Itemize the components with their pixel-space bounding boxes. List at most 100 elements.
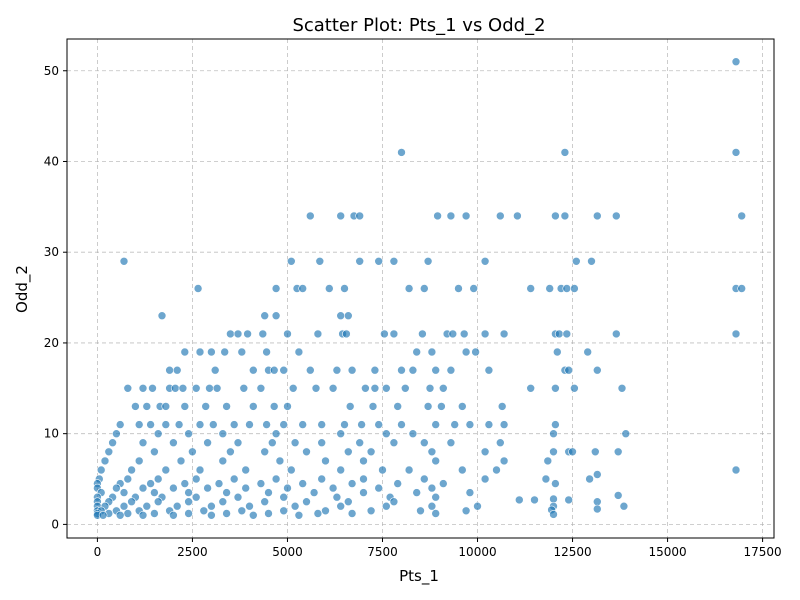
data-point	[611, 329, 621, 339]
data-point	[172, 365, 182, 375]
data-point	[459, 329, 469, 339]
data-point	[381, 501, 391, 511]
data-point	[264, 509, 273, 518]
data-point	[309, 488, 319, 497]
data-point	[404, 284, 414, 293]
y-tick-label: 50	[44, 64, 59, 78]
data-point	[193, 284, 203, 293]
data-point	[321, 506, 330, 516]
data-point	[419, 284, 429, 293]
data-point	[526, 284, 536, 293]
data-point	[138, 483, 148, 493]
data-point	[412, 347, 422, 357]
x-tick-label: 2500	[177, 545, 208, 559]
data-point	[290, 501, 300, 511]
data-point	[562, 329, 572, 339]
data-point	[184, 429, 193, 439]
data-point	[448, 329, 458, 339]
data-point	[461, 347, 471, 357]
data-point	[408, 365, 418, 375]
data-point	[343, 497, 353, 507]
data-point	[366, 506, 376, 516]
data-point	[381, 429, 391, 439]
data-point	[737, 284, 747, 293]
data-point	[294, 347, 304, 357]
data-point	[324, 284, 334, 293]
data-point	[169, 438, 178, 448]
data-point	[203, 438, 212, 448]
data-point	[499, 329, 509, 339]
y-tick-label: 10	[44, 427, 59, 441]
data-point	[317, 438, 327, 448]
data-point	[267, 438, 277, 448]
data-point	[469, 284, 479, 293]
data-point	[465, 488, 475, 497]
data-point	[279, 506, 289, 516]
data-point	[271, 311, 281, 321]
data-point	[554, 329, 564, 339]
data-point	[343, 447, 353, 457]
data-point	[180, 402, 190, 411]
data-point	[298, 284, 308, 293]
data-point	[161, 420, 171, 429]
data-point	[222, 488, 231, 497]
data-point	[226, 447, 235, 457]
data-point	[347, 365, 357, 375]
data-point	[380, 329, 389, 339]
data-point	[184, 497, 193, 507]
data-point	[127, 497, 136, 507]
data-point	[446, 365, 456, 375]
data-point	[336, 429, 346, 439]
data-point	[212, 383, 222, 393]
data-point	[617, 383, 627, 393]
data-point	[290, 438, 300, 448]
data-point	[209, 420, 218, 429]
data-point	[570, 383, 579, 393]
data-point	[397, 365, 406, 375]
data-point	[191, 474, 201, 484]
data-point	[552, 347, 562, 357]
chart-title: Scatter Plot: Pts_1 vs Odd_2	[292, 15, 545, 36]
data-point	[134, 420, 144, 429]
data-point	[389, 497, 399, 507]
data-point	[393, 479, 403, 488]
data-point	[336, 501, 346, 511]
data-point	[431, 456, 441, 466]
data-point	[256, 479, 266, 488]
data-point	[499, 456, 509, 466]
data-point	[317, 420, 327, 429]
data-point	[564, 495, 574, 505]
data-point	[427, 483, 437, 493]
data-point	[134, 456, 144, 466]
data-point	[150, 488, 159, 497]
data-point	[431, 420, 441, 429]
data-point	[298, 420, 308, 429]
data-point	[260, 311, 270, 321]
data-point	[311, 383, 321, 393]
data-point	[473, 501, 482, 511]
data-point	[298, 479, 308, 488]
data-point	[495, 211, 505, 221]
data-point	[340, 420, 349, 429]
data-point	[454, 284, 463, 293]
y-tick-label: 30	[44, 245, 59, 259]
data-point	[245, 501, 254, 511]
data-point	[568, 447, 577, 457]
data-point	[737, 211, 747, 221]
data-point	[484, 420, 494, 429]
data-point	[313, 509, 323, 518]
data-point	[361, 383, 370, 393]
data-point	[195, 420, 205, 429]
data-point	[431, 365, 441, 375]
data-point	[96, 465, 106, 475]
data-point	[233, 329, 243, 339]
data-point	[551, 211, 560, 221]
data-point	[176, 456, 186, 466]
data-point	[191, 492, 201, 502]
data-point	[370, 383, 380, 393]
data-point	[592, 497, 602, 507]
data-point	[191, 383, 201, 393]
data-point	[343, 311, 353, 321]
data-point	[229, 474, 239, 484]
data-point	[283, 402, 292, 411]
